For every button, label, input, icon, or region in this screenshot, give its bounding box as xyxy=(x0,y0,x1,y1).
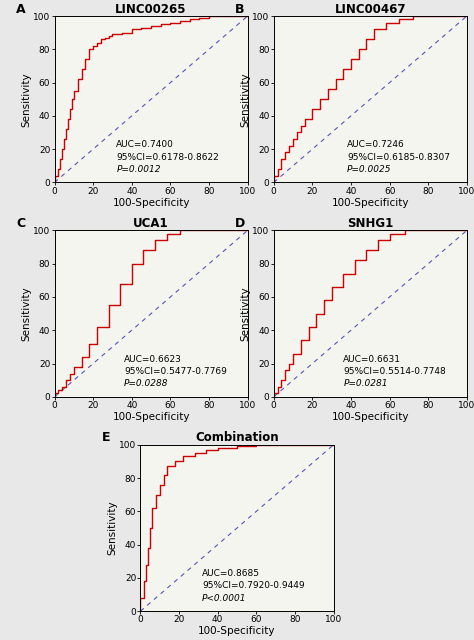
Text: AUC=0.6631: AUC=0.6631 xyxy=(343,355,401,364)
X-axis label: 100-Specificity: 100-Specificity xyxy=(198,627,276,636)
X-axis label: 100-Specificity: 100-Specificity xyxy=(112,198,190,207)
Text: 95%CI=0.7920-0.9449: 95%CI=0.7920-0.9449 xyxy=(202,581,305,590)
Text: P<0.0001: P<0.0001 xyxy=(202,594,247,603)
Text: P=0.0281: P=0.0281 xyxy=(343,380,388,388)
Y-axis label: Sensitivity: Sensitivity xyxy=(21,286,31,341)
Title: UCA1: UCA1 xyxy=(133,217,169,230)
X-axis label: 100-Specificity: 100-Specificity xyxy=(112,412,190,422)
Text: D: D xyxy=(235,217,246,230)
Title: SNHG1: SNHG1 xyxy=(347,217,393,230)
Text: E: E xyxy=(102,431,110,445)
Text: AUC=0.7246: AUC=0.7246 xyxy=(347,140,405,149)
Title: LINC00265: LINC00265 xyxy=(115,3,187,15)
Text: B: B xyxy=(235,3,245,16)
Y-axis label: Sensitivity: Sensitivity xyxy=(240,72,250,127)
Title: LINC00467: LINC00467 xyxy=(335,3,406,15)
Y-axis label: Sensitivity: Sensitivity xyxy=(107,500,117,556)
Text: AUC=0.6623: AUC=0.6623 xyxy=(124,355,182,364)
Text: AUC=0.8685: AUC=0.8685 xyxy=(202,569,260,578)
Text: 95%CI=0.5477-0.7769: 95%CI=0.5477-0.7769 xyxy=(124,367,227,376)
Text: P=0.0288: P=0.0288 xyxy=(124,380,169,388)
Text: P=0.0012: P=0.0012 xyxy=(116,165,161,174)
X-axis label: 100-Specificity: 100-Specificity xyxy=(331,412,409,422)
X-axis label: 100-Specificity: 100-Specificity xyxy=(331,198,409,207)
Text: C: C xyxy=(16,217,25,230)
Text: A: A xyxy=(16,3,26,16)
Title: Combination: Combination xyxy=(195,431,279,444)
Y-axis label: Sensitivity: Sensitivity xyxy=(21,72,31,127)
Text: AUC=0.7400: AUC=0.7400 xyxy=(116,140,174,149)
Text: 95%CI=0.6178-0.8622: 95%CI=0.6178-0.8622 xyxy=(116,152,219,162)
Text: 95%CI=0.5514-0.7748: 95%CI=0.5514-0.7748 xyxy=(343,367,446,376)
Text: 95%CI=0.6185-0.8307: 95%CI=0.6185-0.8307 xyxy=(347,152,450,162)
Text: P=0.0025: P=0.0025 xyxy=(347,165,392,174)
Y-axis label: Sensitivity: Sensitivity xyxy=(240,286,250,341)
